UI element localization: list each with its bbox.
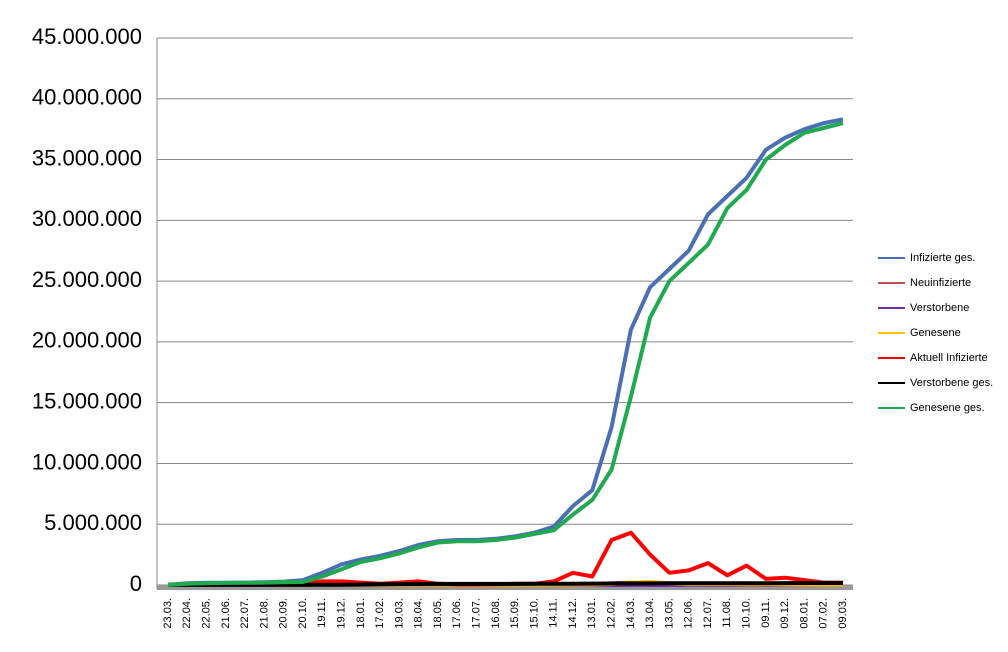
x-tick-label: 18.05. [432,598,444,629]
x-tick-label: 17.07. [470,598,482,629]
x-tick-label: 07.02. [818,598,830,629]
x-tick-label: 19.03. [393,598,405,629]
x-tick-label: 18.01. [355,598,367,629]
legend-label: Neuinfizierte [910,277,971,289]
legend-label: Infizierte ges. [910,252,975,264]
legend-label: Aktuell Infizierte [910,352,988,364]
x-tick-label: 17.06. [451,598,463,629]
x-tick-label: 13.04. [644,598,656,629]
y-tick-label: 15.000.000 [32,388,142,413]
x-tick-label: 20.10. [297,598,309,629]
x-tick-label: 21.06. [220,598,232,629]
x-tick-label: 10.10. [740,598,752,629]
legend-label: Verstorbene ges. [910,377,993,389]
x-tick-label: 12.07. [702,598,714,629]
x-tick-label: 23.03. [162,598,174,629]
x-tick-label: 17.02. [374,598,386,629]
y-tick-label: 45.000.000 [32,24,142,49]
x-tick-label: 18.04. [413,598,425,629]
series-line [167,581,843,587]
y-tick-label: 5.000.000 [44,510,142,535]
x-tick-label: 19.11. [316,598,328,628]
y-tick-label: 40.000.000 [32,85,142,110]
legend-label: Verstorbene [910,302,969,314]
x-tick-label: 11.08. [721,598,733,628]
y-tick-label: 30.000.000 [32,206,142,231]
x-tick-label: 09.03. [837,598,849,629]
x-tick-label: 20.09. [278,598,290,629]
series-line [167,117,844,587]
y-tick-label: 20.000.000 [32,328,142,353]
x-tick-label: 16.08. [490,598,502,629]
x-tick-label: 15.10. [528,598,540,629]
x-tick-label: 22.07. [239,598,251,629]
x-tick-label: 14.12. [567,598,579,629]
x-tick-label: 12.02. [605,598,617,629]
y-tick-label: 35.000.000 [32,145,142,170]
x-tick-label: 13.01. [586,598,598,629]
x-tick-label: 19.12. [335,598,347,629]
x-tick-label: 14.11. [548,598,560,628]
x-tick-label: 15.09. [509,598,521,629]
x-axis [157,585,853,590]
x-tick-label: 22.05. [200,598,212,629]
x-tick-label: 22.04. [181,598,193,629]
x-tick-label: 13.05. [663,598,675,629]
x-tick-label: 12.06. [683,598,695,629]
x-tick-label: 09.12. [779,598,791,629]
y-tick-label: 10.000.000 [32,449,142,474]
y-tick-label: 0 [130,571,142,596]
legend-label: Genesene ges. [910,402,985,414]
x-tick-label: 14.03. [625,598,637,629]
y-tick-label: 25.000.000 [32,267,142,292]
series-line [167,121,844,587]
x-tick-label: 08.01. [798,598,810,629]
x-tick-label: 21.08. [258,598,270,629]
legend-label: Genesene [910,327,961,339]
x-tick-label: 09.11. [760,598,772,628]
